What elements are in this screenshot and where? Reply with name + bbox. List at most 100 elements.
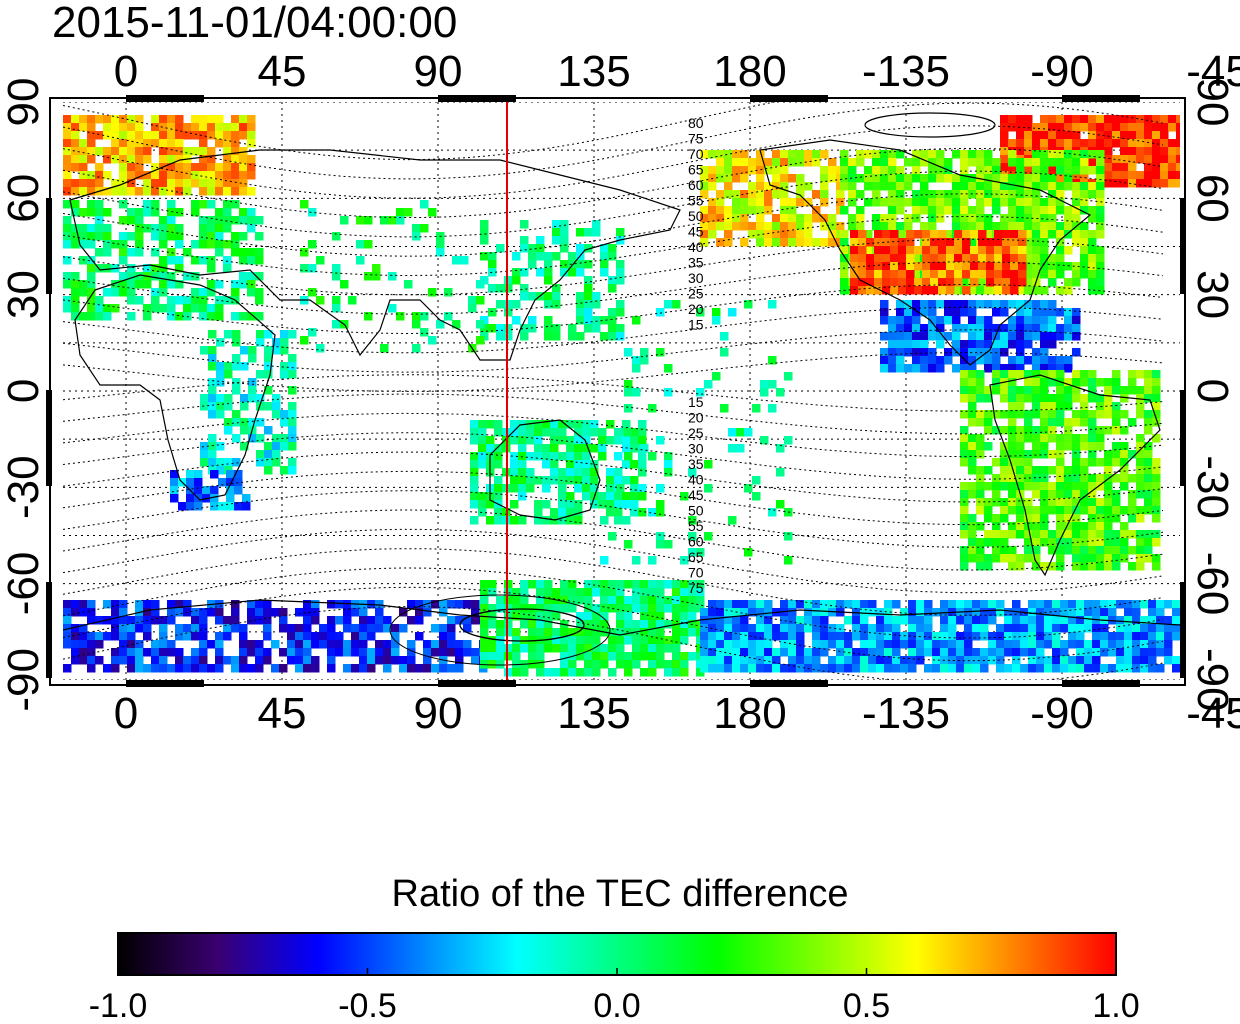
tec-cell xyxy=(1016,356,1025,365)
tec-cell xyxy=(740,648,749,657)
tec-cell xyxy=(856,206,865,215)
tec-cell xyxy=(159,224,168,233)
tec-cell xyxy=(900,664,909,673)
tec-cell xyxy=(568,668,577,677)
mlat-label-south: 35 xyxy=(688,456,704,472)
tec-cell xyxy=(1144,155,1153,164)
tec-cell xyxy=(340,216,349,225)
tec-cell xyxy=(1000,222,1009,231)
tec-cell xyxy=(812,190,821,199)
tec-cell xyxy=(928,150,937,159)
tec-cell xyxy=(992,410,1001,419)
tec-cell xyxy=(960,442,969,451)
tec-cell xyxy=(1056,498,1065,507)
tec-cell xyxy=(708,230,717,239)
tec-cell xyxy=(1012,640,1021,649)
tec-cell xyxy=(558,492,567,501)
tec-cell xyxy=(1008,554,1017,563)
tec-cell xyxy=(71,272,80,281)
tec-cell xyxy=(520,596,529,605)
tec-cell xyxy=(566,500,575,509)
tec-cell xyxy=(744,428,753,437)
tec-cell xyxy=(860,664,869,673)
tec-cell xyxy=(680,668,689,677)
tec-cell xyxy=(1120,554,1129,563)
tec-cell xyxy=(207,280,216,289)
tec-cell xyxy=(335,640,344,649)
tec-cell xyxy=(1172,608,1180,617)
tec-cell xyxy=(247,616,256,625)
tec-cell xyxy=(526,428,535,437)
tec-cell xyxy=(1000,466,1009,475)
tec-cell xyxy=(1088,238,1097,247)
tec-cell xyxy=(232,362,241,371)
tec-cell xyxy=(788,222,797,231)
tec-cell xyxy=(584,228,593,237)
tec-cell xyxy=(1032,474,1041,483)
tec-cell xyxy=(504,332,513,341)
tec-cell xyxy=(896,198,905,207)
tec-cell xyxy=(672,588,681,597)
tec-cell xyxy=(828,656,837,665)
tec-cell xyxy=(708,616,717,625)
tec-cell xyxy=(616,652,625,661)
tec-cell xyxy=(279,624,288,633)
tec-cell xyxy=(938,254,947,263)
tec-cell xyxy=(672,668,681,677)
tec-cell xyxy=(996,656,1005,665)
tec-cell xyxy=(688,580,697,589)
tec-cell xyxy=(63,608,72,617)
tec-cell xyxy=(772,632,781,641)
frame-bar-bottom xyxy=(1062,680,1140,687)
tec-cell xyxy=(724,190,733,199)
tec-cell xyxy=(460,256,469,265)
tec-cell xyxy=(906,286,915,295)
tec-cell xyxy=(1136,546,1145,555)
tec-cell xyxy=(780,174,789,183)
tec-cell xyxy=(1024,386,1033,395)
tec-cell xyxy=(1036,664,1045,673)
tec-cell xyxy=(992,332,1001,341)
tec-cell xyxy=(455,664,464,673)
coastlines xyxy=(63,139,1180,636)
tec-cell xyxy=(898,286,907,295)
tec-cell xyxy=(968,458,977,467)
tec-cell xyxy=(248,434,257,443)
tec-cell xyxy=(1072,442,1081,451)
tec-cell xyxy=(856,222,865,231)
tec-cell xyxy=(888,332,897,341)
tec-cell xyxy=(584,628,593,637)
tec-cell xyxy=(1000,348,1009,357)
tec-cell xyxy=(1088,546,1097,555)
tec-cell xyxy=(732,222,741,231)
mlat-label-south: 45 xyxy=(688,487,704,503)
tec-cell xyxy=(978,246,987,255)
tec-cell xyxy=(940,616,949,625)
tec-cell xyxy=(463,648,472,657)
tec-cell xyxy=(1000,386,1009,395)
tec-cell xyxy=(1076,616,1085,625)
tec-cell xyxy=(764,600,773,609)
tec-cell xyxy=(1112,386,1121,395)
tec-cell xyxy=(656,636,665,645)
tec-cell xyxy=(512,588,521,597)
tec-cell xyxy=(332,320,341,329)
tec-cell xyxy=(768,380,777,389)
tec-cell xyxy=(255,608,264,617)
top-tick-label: 0 xyxy=(114,47,138,96)
left-tick-label: 90 xyxy=(0,78,48,127)
tec-cell xyxy=(119,656,128,665)
tec-cell xyxy=(608,316,617,325)
tec-cell xyxy=(544,332,553,341)
tec-cell xyxy=(994,286,1003,295)
tec-cell xyxy=(119,272,128,281)
tec-cell xyxy=(143,304,152,313)
tec-cell xyxy=(1088,270,1097,279)
tec-cell xyxy=(135,163,144,172)
tec-cell xyxy=(836,632,845,641)
tec-cell xyxy=(470,468,479,477)
tec-cell xyxy=(788,608,797,617)
tec-cell xyxy=(820,664,829,673)
tec-cell xyxy=(1056,324,1065,333)
tec-cell xyxy=(558,516,567,525)
